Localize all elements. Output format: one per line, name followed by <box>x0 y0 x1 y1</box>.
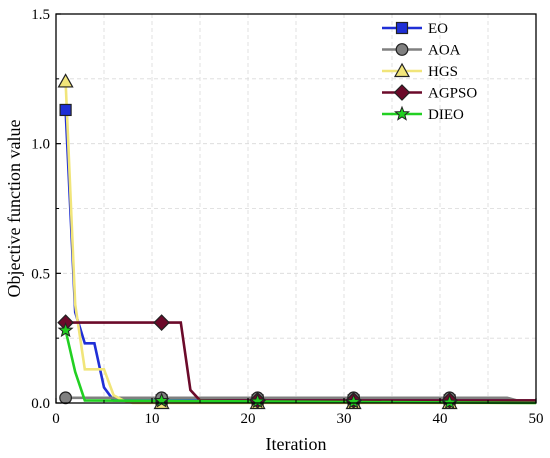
data-point-dieo <box>153 392 170 408</box>
y-tick-label: 1.5 <box>31 7 50 23</box>
y-tick-label: 0.5 <box>31 266 50 282</box>
legend-label-dieo: DIEO <box>428 107 464 123</box>
y-tick-label: 1.0 <box>31 137 50 153</box>
data-point-dieo <box>57 321 74 338</box>
data-point-dieo <box>345 393 362 409</box>
legend-marker-aoa <box>395 43 409 56</box>
x-tick-label: 20 <box>241 411 256 427</box>
legend-marker-eo <box>395 21 409 35</box>
legend-label-hgs: HGS <box>428 64 458 80</box>
legend-marker-hgs <box>393 62 411 78</box>
data-point-dieo <box>441 394 458 410</box>
legend-label-agpso: AGPSO <box>428 86 477 102</box>
legend-marker-agpso <box>393 84 411 101</box>
legend-label-eo: EO <box>428 21 448 37</box>
series-line-dieo <box>64 330 537 405</box>
x-tick-label: 0 <box>52 411 60 427</box>
data-point-hgs <box>57 73 74 88</box>
data-point-agpso <box>153 314 170 331</box>
x-tick-label: 50 <box>529 411 544 427</box>
data-point-aoa <box>59 391 72 405</box>
x-tick-label: 10 <box>145 411 160 427</box>
data-point-dieo <box>249 393 266 409</box>
legend-marker-dieo <box>394 105 410 121</box>
y-tick-label: 0.0 <box>31 396 50 412</box>
x-axis-title: Iteration <box>266 434 327 454</box>
x-tick-label: 30 <box>337 411 352 427</box>
y-axis-title: Objective function value <box>4 120 24 298</box>
x-tick-label: 40 <box>433 411 448 427</box>
legend-label-aoa: AOA <box>428 43 461 59</box>
series-line-hgs <box>64 81 536 405</box>
data-point-eo <box>59 103 72 117</box>
